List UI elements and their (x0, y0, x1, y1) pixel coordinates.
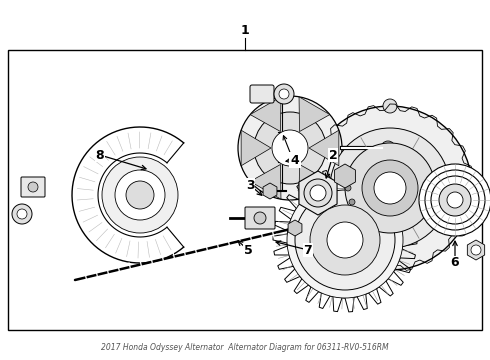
Circle shape (349, 199, 355, 205)
Polygon shape (250, 97, 281, 131)
Circle shape (254, 112, 326, 184)
Circle shape (295, 190, 395, 290)
Circle shape (274, 84, 294, 104)
Polygon shape (241, 130, 271, 166)
Circle shape (327, 222, 363, 258)
Circle shape (383, 99, 397, 113)
Circle shape (28, 182, 38, 192)
FancyBboxPatch shape (21, 177, 45, 197)
Circle shape (312, 222, 326, 236)
Circle shape (447, 192, 463, 208)
Circle shape (471, 245, 481, 255)
Circle shape (345, 143, 435, 233)
Circle shape (439, 184, 471, 216)
Text: 2017 Honda Odyssey Alternator  Alternator Diagram for 06311-RV0-516RM: 2017 Honda Odyssey Alternator Alternator… (101, 343, 389, 352)
Circle shape (102, 157, 178, 233)
Circle shape (362, 160, 418, 216)
Circle shape (126, 181, 154, 209)
Circle shape (425, 170, 485, 230)
Circle shape (419, 164, 490, 236)
FancyBboxPatch shape (250, 85, 274, 103)
Circle shape (345, 185, 351, 191)
Circle shape (238, 96, 342, 200)
FancyBboxPatch shape (245, 207, 275, 229)
Polygon shape (299, 97, 330, 131)
Polygon shape (299, 165, 330, 199)
Circle shape (374, 172, 406, 204)
Circle shape (272, 130, 308, 166)
Circle shape (431, 176, 479, 224)
Bar (8, 50, 482, 330)
Circle shape (254, 212, 266, 224)
Circle shape (381, 141, 395, 155)
Circle shape (454, 222, 468, 236)
Text: 2: 2 (329, 149, 338, 162)
Polygon shape (309, 130, 339, 166)
Polygon shape (250, 165, 281, 199)
Circle shape (310, 185, 326, 201)
Text: 8: 8 (96, 149, 104, 162)
Circle shape (308, 106, 472, 270)
Circle shape (287, 182, 403, 298)
Circle shape (115, 170, 165, 220)
Circle shape (12, 204, 32, 224)
Text: 5: 5 (244, 243, 252, 257)
Text: 3: 3 (245, 179, 254, 192)
Circle shape (310, 205, 380, 275)
Text: 1: 1 (241, 23, 249, 36)
Text: 4: 4 (291, 153, 299, 166)
Circle shape (279, 89, 289, 99)
Circle shape (330, 128, 450, 248)
Circle shape (17, 209, 27, 219)
Text: 6: 6 (451, 256, 459, 270)
Text: 7: 7 (304, 243, 313, 257)
Circle shape (304, 179, 332, 207)
